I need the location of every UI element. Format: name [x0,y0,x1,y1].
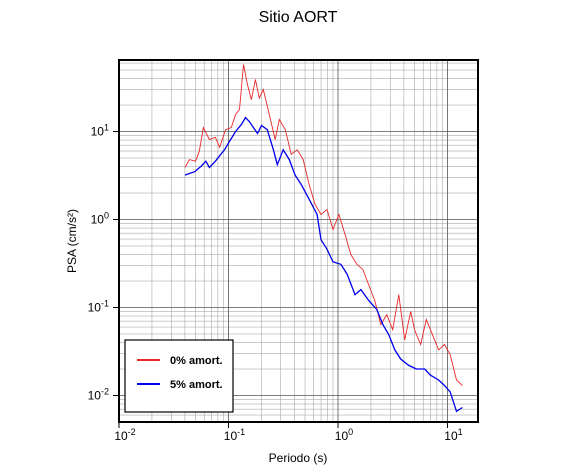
tick-label-exponent: -1 [237,427,245,437]
legend-label: 5% amort. [170,379,223,391]
series-line [184,64,463,386]
y-axis-label: PSA (cm/s²) [65,209,79,273]
series-line [184,116,463,413]
tick-label-base: 10 [88,301,102,315]
tick-label-exponent: 1 [458,427,463,437]
legend-box [124,339,234,413]
tick-label: 100 [91,211,109,227]
tick-label: 100 [335,427,353,443]
tick-label-exponent: 0 [104,211,109,221]
tick-label-base: 10 [91,213,105,227]
tick-label: 101 [444,427,462,443]
tick-label: 10-2 [88,387,109,403]
tick-label-base: 10 [444,429,458,443]
tick-label: 10-1 [88,299,109,315]
plot-frame [118,59,479,423]
tick-label-base: 10 [114,429,128,443]
tick-label: 10-2 [114,427,135,443]
tick-label-base: 10 [88,389,102,403]
legend-label: 0% amort. [170,355,223,367]
chart-title: Sitio AORT [259,9,338,26]
tick-label: 10-1 [224,427,245,443]
tick-label-base: 10 [335,429,349,443]
x-axis-label: Periodo (s) [269,451,328,465]
tick-label-exponent: -1 [101,299,109,309]
tick-label-exponent: -2 [101,387,109,397]
tick-label-base: 10 [224,429,238,443]
tick-label-base: 10 [91,125,105,139]
tick-label: 101 [91,123,109,139]
tick-label-exponent: -2 [128,427,136,437]
tick-label-exponent: 1 [104,123,109,133]
tick-label-exponent: 0 [348,427,353,437]
